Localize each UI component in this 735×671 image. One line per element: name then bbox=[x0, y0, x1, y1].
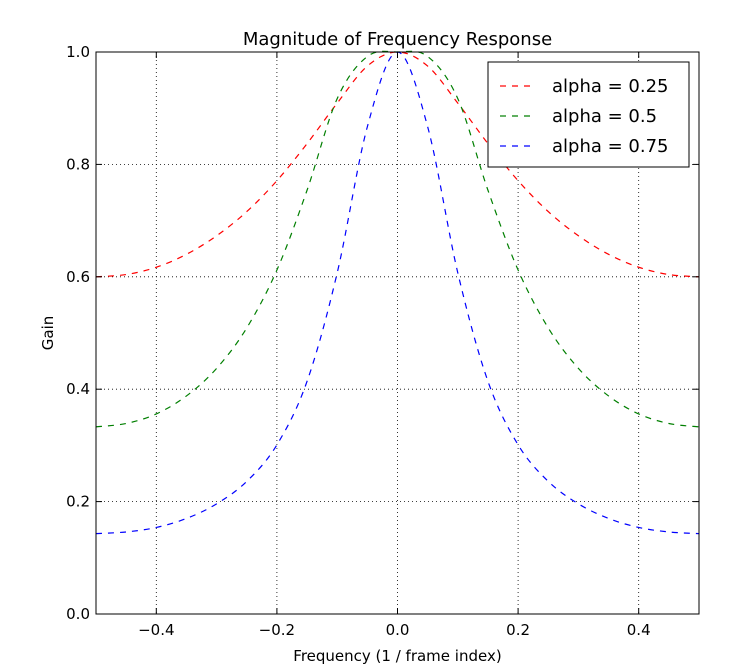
x-tick-label: 0.2 bbox=[506, 621, 530, 639]
legend: alpha = 0.25 alpha = 0.5 alpha = 0.75 bbox=[487, 61, 690, 168]
x-tick-label: −0.2 bbox=[259, 621, 295, 639]
axis-ticks: −0.4 −0.2 0.0 0.2 0.4 0.0 0.2 0.4 0.6 0.8 1.0 bbox=[66, 43, 699, 639]
y-tick-label: 0.0 bbox=[66, 605, 90, 623]
legend-label-1: alpha = 0.25 bbox=[552, 76, 669, 97]
chart-title: Magnitude of Frequency Response bbox=[243, 29, 552, 50]
x-tick-label: 0.4 bbox=[627, 621, 651, 639]
x-axis-label: Frequency (1 / frame index) bbox=[293, 647, 501, 665]
x-tick-label: 0.0 bbox=[386, 621, 410, 639]
y-tick-label: 1.0 bbox=[66, 43, 90, 61]
legend-box bbox=[487, 61, 690, 168]
y-tick-label: 0.2 bbox=[66, 493, 90, 511]
x-tick-label: −0.4 bbox=[138, 621, 174, 639]
y-axis-label: Gain bbox=[39, 316, 57, 351]
y-tick-label: 0.8 bbox=[66, 155, 90, 173]
y-tick-label: 0.6 bbox=[66, 268, 90, 286]
legend-label-2: alpha = 0.5 bbox=[552, 106, 657, 127]
y-tick-label: 0.4 bbox=[66, 380, 90, 398]
legend-label-3: alpha = 0.75 bbox=[552, 136, 669, 157]
